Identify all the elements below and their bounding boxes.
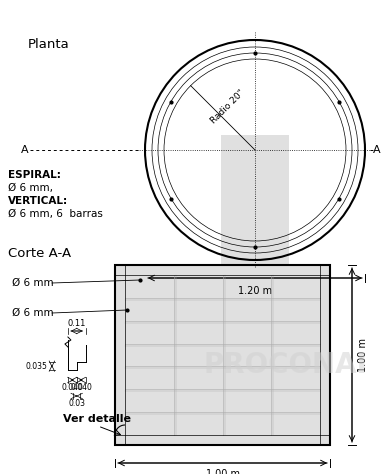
Text: 0.040: 0.040 [61, 383, 83, 392]
Text: Ø 6 mm,: Ø 6 mm, [8, 183, 53, 193]
Text: VERTICAL:: VERTICAL: [8, 196, 68, 206]
Text: Ø 6 mm, 6  barras: Ø 6 mm, 6 barras [8, 209, 103, 219]
Text: 0.03: 0.03 [68, 399, 85, 408]
Text: Ø 6 mm: Ø 6 mm [12, 308, 54, 318]
Text: A: A [21, 145, 29, 155]
Text: 1.20 m: 1.20 m [238, 286, 272, 296]
Text: A: A [373, 145, 381, 155]
Text: Planta: Planta [28, 38, 70, 51]
Text: 1.00 m: 1.00 m [358, 338, 368, 372]
Text: Corte A-A: Corte A-A [8, 247, 71, 260]
Text: PROCONAI: PROCONAI [203, 351, 367, 379]
Text: 0.040: 0.040 [70, 383, 92, 392]
Text: 0.035: 0.035 [25, 362, 47, 371]
Text: Ø 6 mm: Ø 6 mm [12, 278, 54, 288]
Text: 1.00 m: 1.00 m [206, 469, 239, 474]
Text: ESPIRAL:: ESPIRAL: [8, 170, 61, 180]
Text: 0.11: 0.11 [67, 319, 86, 328]
Text: Radio 20": Radio 20" [209, 88, 246, 125]
Text: Ver detalle: Ver detalle [63, 414, 131, 424]
Bar [115, 265, 330, 445]
Bar [221, 135, 289, 265]
